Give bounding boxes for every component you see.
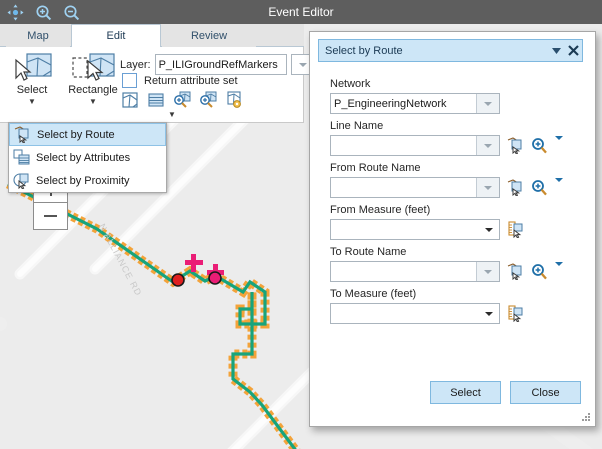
field-to-route-name: To Route Name	[330, 246, 580, 282]
menu-item-label: Select by Attributes	[36, 151, 131, 164]
select-by-route-dialog: Select by Route Network P_EngineeringNet…	[309, 31, 596, 427]
field-from-route-name: From Route Name	[330, 162, 580, 198]
return-attribute-set-checkbox[interactable]	[122, 73, 137, 88]
select-button-label: Select	[16, 84, 48, 96]
field-line-name: Line Name	[330, 120, 580, 156]
to-route-name-combobox[interactable]	[330, 261, 500, 282]
chevron-down-icon[interactable]	[548, 41, 565, 60]
zoom-to-selected-feature-icon[interactable]	[199, 91, 217, 109]
network-combobox[interactable]: P_EngineeringNetwork	[330, 93, 500, 114]
window-titlebar: Event Editor	[0, 0, 602, 24]
zoom-in-tool-icon[interactable]	[34, 3, 52, 21]
field-from-measure: From Measure (feet)	[330, 204, 580, 240]
select-by-proximity-icon	[13, 172, 30, 190]
selection-options-caret[interactable]: ▼	[168, 110, 176, 119]
rectangle-button[interactable]: Rectangle ▼	[62, 50, 124, 106]
menu-item-label: Select by Route	[37, 128, 115, 141]
zoom-options-caret[interactable]	[555, 261, 563, 278]
dialog-close-button[interactable]: Close	[510, 381, 581, 404]
zoom-to-icon[interactable]	[531, 263, 548, 280]
ribbon: Map Edit Review Select ▼	[0, 24, 315, 123]
field-to-measure: To Measure (feet)	[330, 288, 580, 324]
select-by-route-icon	[14, 126, 31, 144]
select-from-map-icon[interactable]	[507, 137, 524, 155]
map-zoom-out-button[interactable]	[33, 202, 68, 230]
select-by-attributes-icon	[13, 149, 30, 166]
layer-label: Layer:	[120, 58, 151, 71]
pick-measure-from-map-icon[interactable]	[507, 221, 524, 239]
return-attribute-set-label: Return attribute set	[144, 74, 238, 87]
resize-grip[interactable]	[582, 413, 591, 422]
road-label: N ALLIANCE RD	[97, 222, 144, 298]
layer-combobox[interactable]: P_ILIGroundRefMarkers	[154, 54, 287, 75]
selection-options-icon[interactable]	[225, 91, 243, 109]
network-value: P_EngineeringNetwork	[334, 97, 447, 110]
field-label: From Measure (feet)	[330, 204, 431, 216]
chevron-down-icon[interactable]	[476, 178, 499, 197]
select-button[interactable]: Select ▼	[4, 50, 60, 106]
layer-value: P_ILIGroundRefMarkers	[158, 58, 278, 71]
ribbon-tabstrip: Map Edit Review	[0, 24, 304, 48]
dialog-titlebar: Select by Route	[318, 39, 583, 62]
rectangle-select-icon	[62, 50, 124, 84]
select-dropdown-caret[interactable]: ▼	[28, 97, 36, 106]
zoom-to-icon[interactable]	[531, 137, 548, 154]
menu-item-select-by-proximity[interactable]: Select by Proximity	[9, 169, 166, 192]
chevron-down-icon[interactable]	[479, 304, 499, 323]
zoom-options-caret[interactable]	[555, 177, 563, 194]
chevron-down-icon[interactable]	[479, 220, 499, 239]
zoom-to-icon[interactable]	[531, 179, 548, 196]
zoom-options-caret[interactable]	[555, 135, 563, 152]
ribbon-panel: Select ▼ Rectangle ▼ Layer: P_ILIGroundR…	[0, 47, 315, 123]
layer-row: Layer: P_ILIGroundRefMarkers	[120, 54, 315, 75]
selection-table-icon[interactable]	[147, 91, 165, 109]
select-from-map-icon[interactable]	[507, 263, 524, 281]
select-dropdown-menu: Select by Route Select by Attributes Sel…	[8, 122, 167, 193]
dialog-select-button[interactable]: Select	[430, 381, 501, 404]
map-selected-marker	[207, 264, 224, 285]
chevron-down-icon	[298, 62, 307, 67]
chevron-down-icon[interactable]	[476, 94, 499, 113]
menu-item-label: Select by Proximity	[36, 174, 130, 187]
close-icon[interactable]	[565, 41, 582, 60]
from-route-name-combobox[interactable]	[330, 177, 500, 198]
tab-review[interactable]: Review	[162, 24, 256, 47]
rectangle-button-label: Rectangle	[68, 84, 118, 96]
zoom-to-selection-icon[interactable]	[173, 91, 191, 109]
line-name-combobox[interactable]	[330, 135, 500, 156]
tab-map[interactable]: Map	[6, 24, 70, 47]
to-measure-combobox[interactable]	[330, 303, 500, 324]
chevron-down-icon[interactable]	[476, 262, 499, 281]
map-cross-marker	[185, 254, 203, 272]
field-label: Line Name	[330, 120, 384, 132]
dialog-title: Select by Route	[325, 44, 403, 57]
field-network: Network P_EngineeringNetwork	[330, 78, 580, 114]
field-label: To Route Name	[330, 246, 407, 258]
zoom-out-tool-icon[interactable]	[62, 3, 80, 21]
menu-item-select-by-attributes[interactable]: Select by Attributes	[9, 146, 166, 169]
tab-edit[interactable]: Edit	[71, 24, 161, 48]
select-from-map-icon[interactable]	[507, 179, 524, 197]
chevron-down-icon[interactable]	[476, 136, 499, 155]
pick-measure-from-map-icon[interactable]	[507, 305, 524, 323]
map-tool-group	[6, 0, 80, 24]
field-label: To Measure (feet)	[330, 288, 417, 300]
dialog-button-bar: Select Close	[430, 381, 581, 404]
map-point-marker	[171, 273, 185, 287]
window-title: Event Editor	[268, 5, 334, 19]
menu-item-select-by-route[interactable]: Select by Route	[9, 123, 166, 146]
clear-selection-icon[interactable]	[121, 91, 139, 109]
field-label: Network	[330, 78, 371, 90]
from-measure-combobox[interactable]	[330, 219, 500, 240]
select-map-icon	[4, 50, 60, 84]
return-attribute-set-row[interactable]: Return attribute set	[122, 73, 238, 88]
minus-icon	[44, 215, 57, 217]
selection-tools-row	[121, 91, 243, 109]
field-label: From Route Name	[330, 162, 421, 174]
pan-tool-icon[interactable]	[6, 3, 24, 21]
rectangle-dropdown-caret[interactable]: ▼	[89, 97, 97, 106]
